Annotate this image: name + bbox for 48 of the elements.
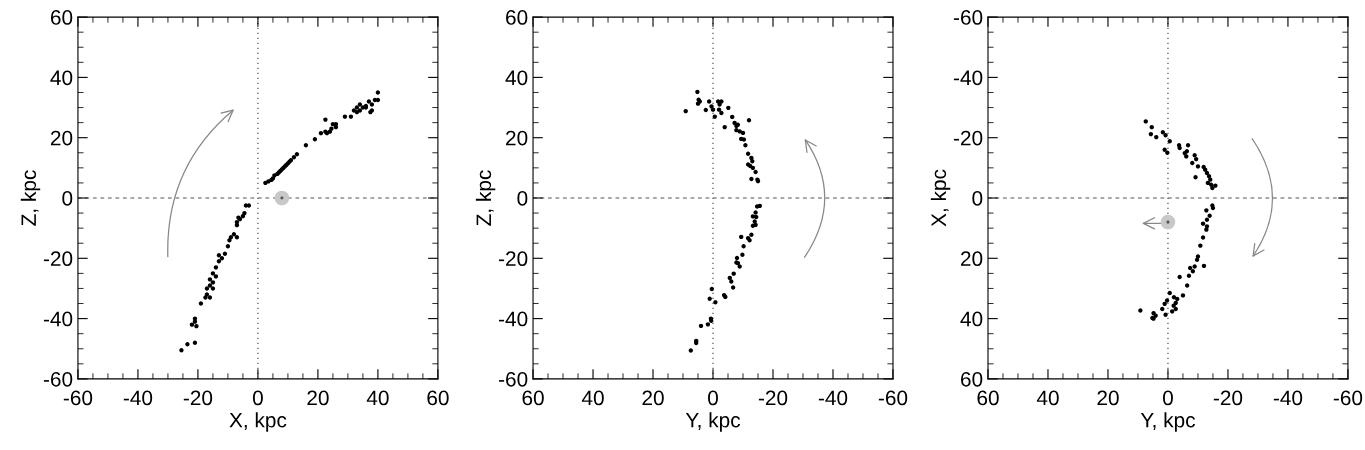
y-tick-label: 20 — [961, 251, 983, 267]
y-tick-label: -60 — [43, 371, 73, 387]
y-axis-title: Z, kpc — [20, 170, 41, 226]
x-tick-label: 0 — [708, 390, 718, 406]
y-axis-title: Z, kpc — [475, 170, 496, 226]
y-tick-label: 20 — [50, 130, 73, 146]
y-tick-label: 60 — [506, 10, 528, 25]
x-tick-label: -40 — [123, 390, 153, 406]
y-tick-label: -60 — [953, 10, 983, 25]
y-tick-label: -40 — [498, 311, 528, 327]
y-tick-label: -40 — [43, 311, 73, 327]
y-tick-label: -20 — [498, 251, 528, 267]
x-tick-label: -20 — [1213, 390, 1243, 406]
y-tick-label: 0 — [972, 191, 983, 206]
x-axis-title: Y, kpc — [1140, 412, 1196, 432]
x-tick-label: 60 — [522, 390, 544, 406]
y-tick-label: 60 — [50, 10, 73, 25]
x-axis-title: Y, kpc — [685, 412, 741, 432]
x-tick-label: 0 — [1162, 390, 1173, 406]
x-tick-label: 20 — [307, 390, 329, 406]
x-tick-label: -60 — [1333, 390, 1363, 406]
x-tick-label: 40 — [581, 390, 604, 406]
y-tick-label: 40 — [960, 311, 983, 327]
x-tick-label: -60 — [63, 390, 93, 406]
y-tick-label: 60 — [961, 371, 983, 387]
x-tick-label: 60 — [977, 390, 999, 406]
y-axis-title: X, kpc — [930, 169, 951, 227]
y-tick-label: 0 — [62, 191, 73, 206]
y-tick-label: -20 — [953, 130, 983, 146]
x-axis-title: X, kpc — [229, 412, 287, 432]
x-tick-label: -20 — [183, 390, 213, 406]
x-tick-label: 60 — [427, 390, 449, 406]
y-tick-label: -40 — [953, 70, 983, 86]
y-tick-label: -20 — [43, 251, 73, 267]
y-tick-label: 20 — [506, 130, 528, 146]
x-tick-label: -40 — [818, 390, 848, 406]
x-tick-label: -60 — [878, 390, 908, 406]
x-tick-label: 20 — [1097, 390, 1119, 406]
x-tick-label: 40 — [366, 390, 389, 406]
y-tick-label: 40 — [50, 70, 73, 86]
y-tick-label: -60 — [498, 371, 528, 387]
x-tick-label: -20 — [758, 390, 788, 406]
x-tick-label: -40 — [1273, 390, 1303, 406]
y-tick-label: 0 — [517, 191, 528, 206]
y-tick-label: 40 — [505, 70, 528, 86]
x-tick-label: 0 — [252, 390, 263, 406]
x-tick-label: 20 — [642, 390, 664, 406]
x-tick-label: 40 — [1036, 390, 1059, 406]
